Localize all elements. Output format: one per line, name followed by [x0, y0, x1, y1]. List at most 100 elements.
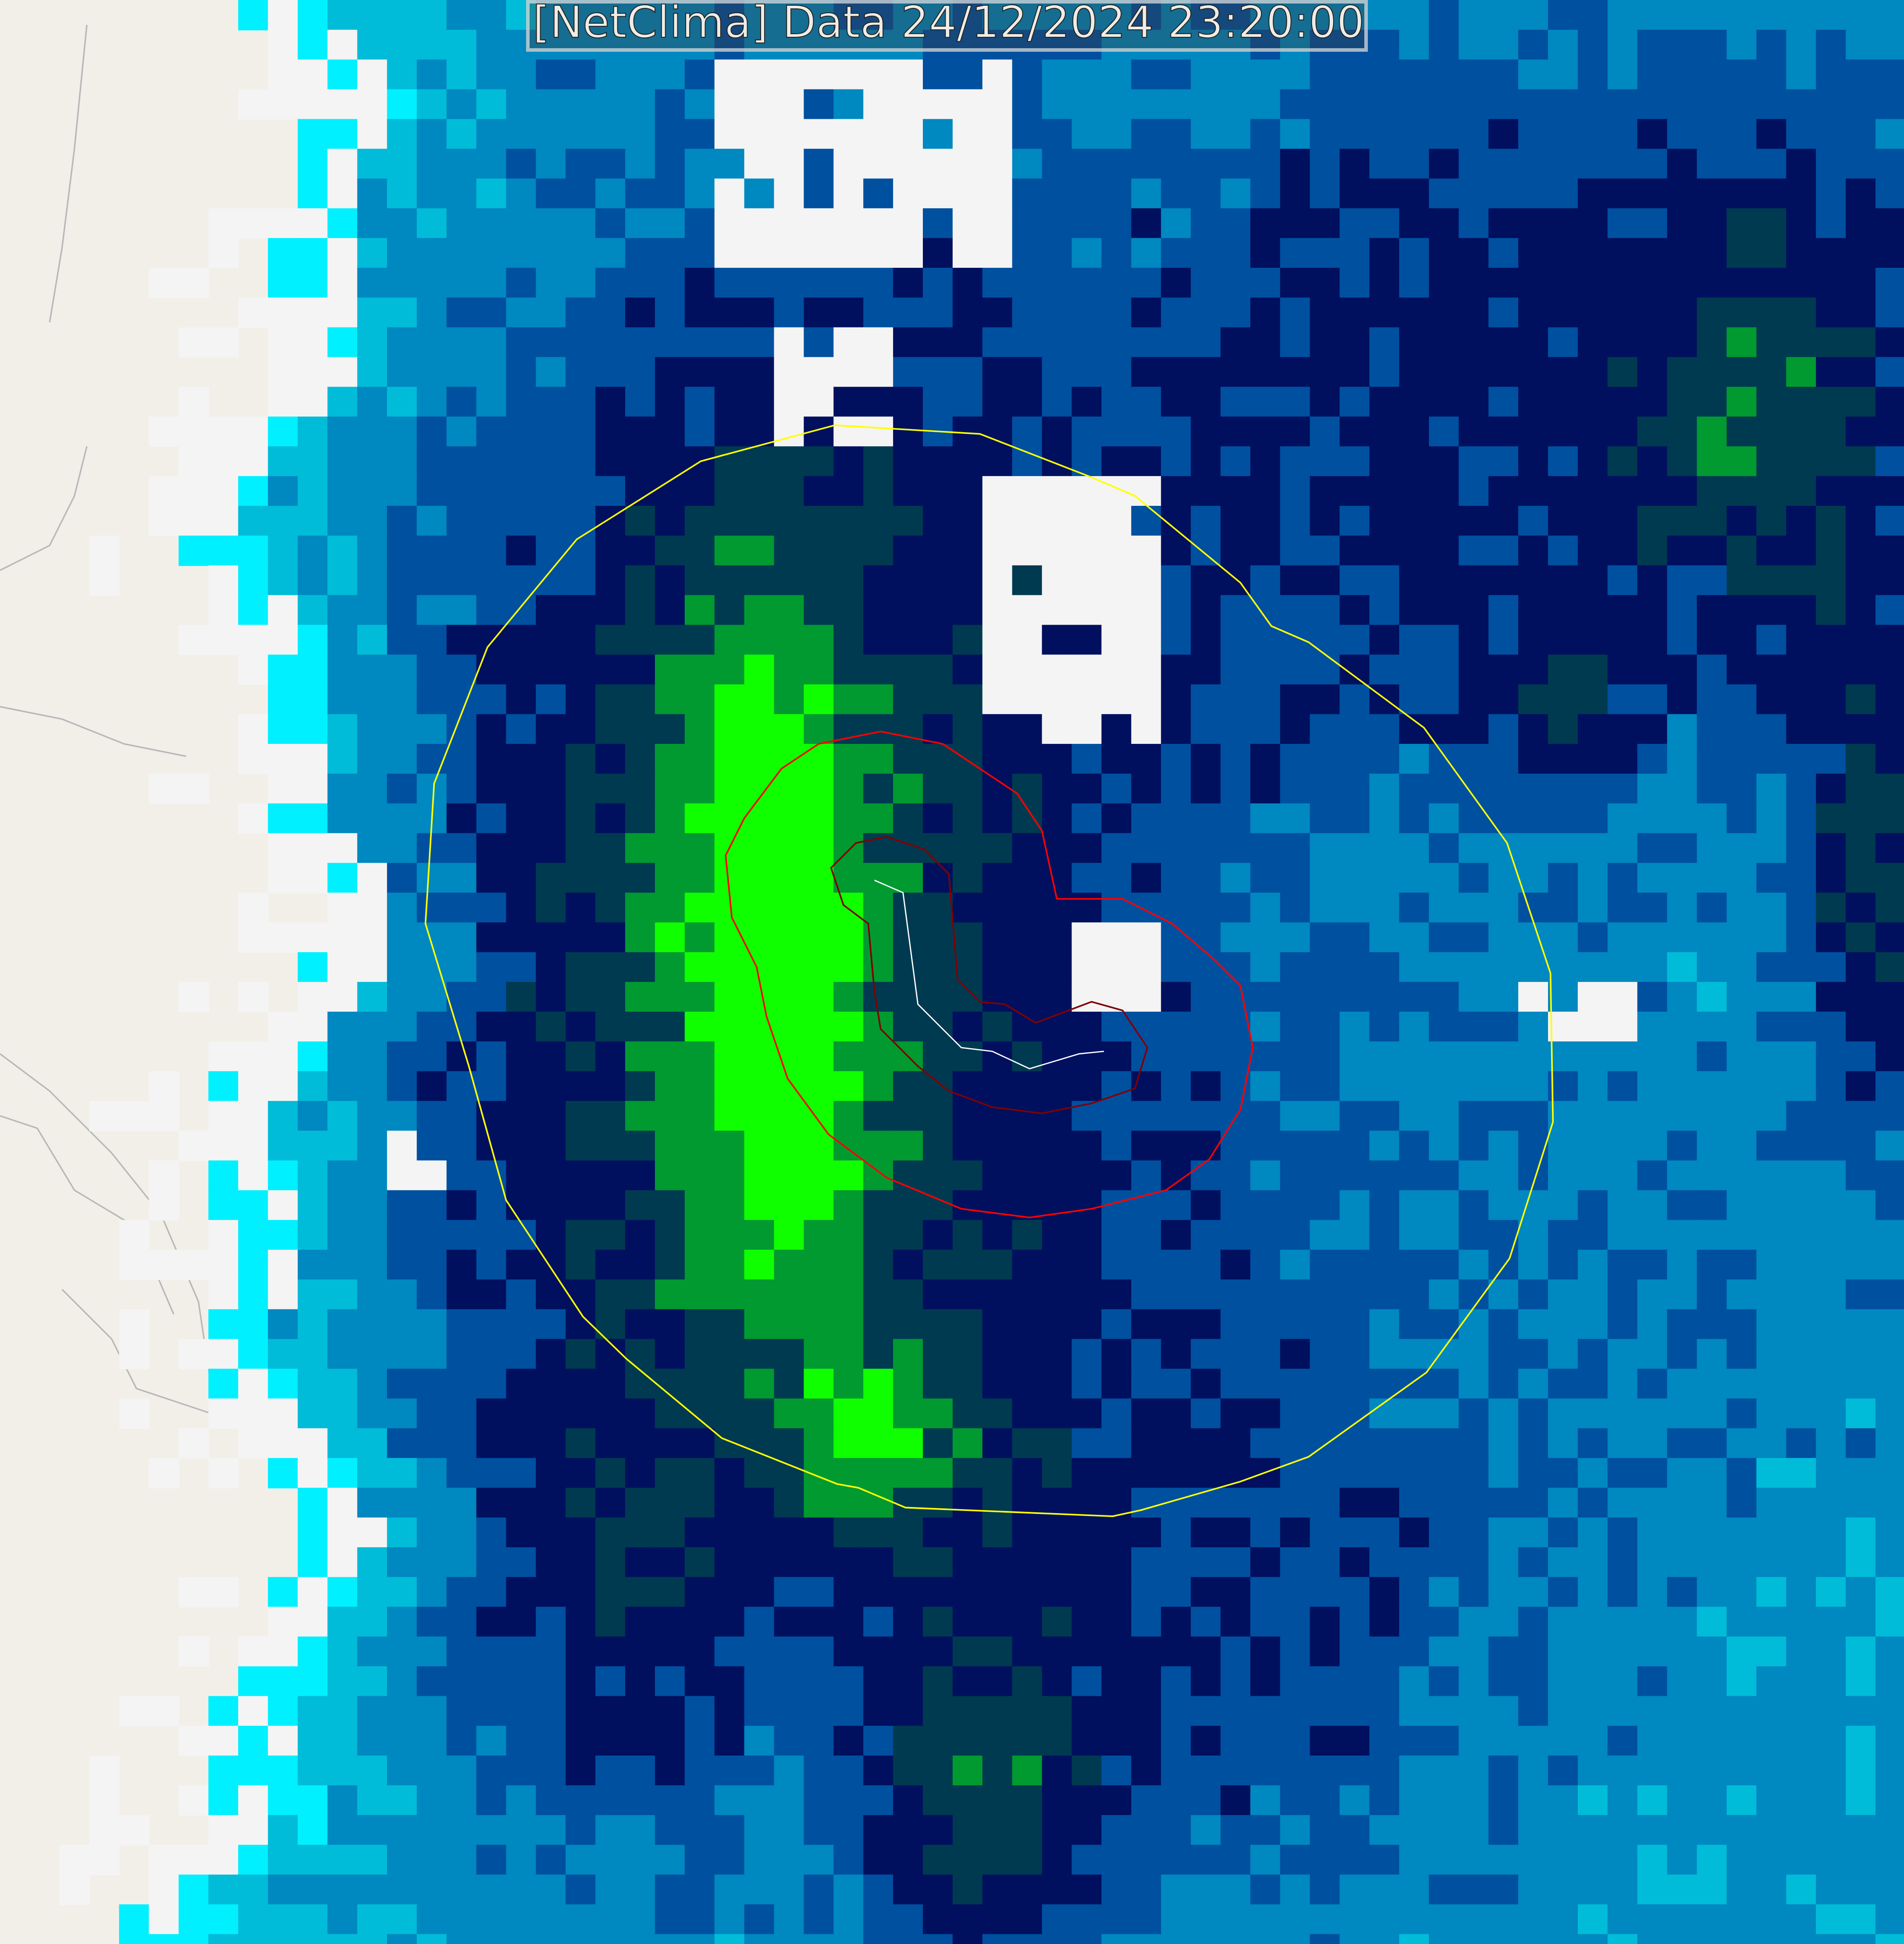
precip-cell	[357, 1041, 388, 1072]
precip-cell	[1488, 1756, 1519, 1786]
precip-cell	[1607, 654, 1638, 685]
precip-cell	[536, 714, 566, 745]
precip-cell	[893, 1547, 924, 1578]
precip-cell	[952, 1518, 983, 1548]
precip-cell	[1131, 773, 1162, 804]
precip-cell	[1726, 803, 1757, 834]
precip-cell	[1488, 238, 1519, 269]
precip-cell	[1697, 327, 1727, 358]
precip-cell	[1518, 29, 1549, 60]
precip-cell	[357, 446, 388, 477]
precip-cell	[1369, 1458, 1400, 1489]
precip-cell	[1875, 1666, 1904, 1697]
precip-cell	[1667, 506, 1698, 537]
precip-cell	[387, 1666, 418, 1697]
precip-cell	[1399, 833, 1430, 864]
precip-cell	[863, 506, 894, 537]
precip-cell	[536, 1428, 566, 1459]
precip-cell	[1637, 1518, 1668, 1548]
precip-cell	[1399, 1130, 1430, 1161]
precip-cell	[1369, 89, 1400, 120]
precip-cell	[1697, 1547, 1727, 1578]
precip-cell	[1786, 1190, 1817, 1221]
precip-cell	[774, 1696, 804, 1727]
precip-cell	[178, 327, 209, 358]
precip-cell	[1846, 327, 1876, 358]
precip-cell	[1071, 1636, 1102, 1667]
precip-cell	[1697, 1130, 1727, 1161]
precip-cell	[714, 59, 745, 90]
precip-cell	[566, 506, 596, 537]
precip-cell	[1369, 1934, 1400, 1944]
precip-cell	[1131, 1606, 1162, 1637]
precip-cell	[566, 446, 596, 477]
precip-cell	[655, 1577, 686, 1608]
precip-cell	[1369, 1130, 1400, 1161]
precip-cell	[1518, 1666, 1549, 1697]
precip-cell	[238, 892, 269, 923]
precip-cell	[149, 1101, 179, 1131]
precip-cell	[1012, 863, 1043, 893]
precip-cell	[1191, 297, 1221, 328]
precip-cell	[1221, 119, 1251, 149]
precip-cell	[1042, 1577, 1072, 1608]
precip-cell	[1221, 1398, 1251, 1429]
precip-cell	[1429, 238, 1459, 269]
precip-cell	[1399, 1934, 1430, 1944]
precip-cell	[1101, 833, 1132, 864]
precip-cell	[1726, 833, 1757, 864]
precip-cell	[1071, 654, 1102, 685]
precip-cell	[833, 1726, 864, 1756]
precip-cell	[863, 1696, 894, 1727]
precip-cell	[1071, 773, 1102, 804]
precip-cell	[1697, 1518, 1727, 1548]
precip-cell	[982, 1756, 1013, 1786]
precip-cell	[1816, 1071, 1847, 1102]
precip-cell	[298, 1160, 328, 1191]
precip-cell	[744, 1428, 775, 1459]
precip-cell	[1280, 863, 1311, 893]
precip-cell	[1071, 506, 1102, 537]
precip-cell	[804, 1547, 834, 1578]
precip-cell	[1339, 357, 1370, 387]
precip-cell	[1280, 625, 1311, 655]
precip-cell	[1459, 1368, 1489, 1399]
precip-cell	[1637, 1606, 1668, 1637]
precip-cell	[416, 1012, 447, 1042]
precip-cell	[1012, 1130, 1043, 1161]
precip-cell	[357, 922, 388, 953]
precip-cell	[804, 506, 834, 537]
precip-cell	[1250, 1606, 1281, 1637]
precip-cell	[1042, 1934, 1072, 1944]
precip-cell	[1548, 267, 1579, 299]
precip-cell	[536, 684, 566, 715]
precip-cell	[238, 744, 269, 775]
precip-cell	[655, 1815, 686, 1846]
precip-cell	[625, 327, 656, 358]
precip-cell	[774, 149, 804, 179]
precip-cell	[684, 267, 715, 299]
precip-cell	[238, 1190, 269, 1221]
precip-cell	[923, 863, 954, 893]
precip-cell	[714, 1130, 745, 1161]
precip-cell	[1786, 1785, 1817, 1816]
precip-cell	[1518, 506, 1549, 537]
precip-cell	[1577, 446, 1609, 477]
precip-cell	[1697, 357, 1727, 387]
precip-cell	[1399, 387, 1430, 417]
precip-cell	[1548, 714, 1579, 745]
precip-cell	[1548, 744, 1579, 775]
precip-cell	[1846, 833, 1876, 864]
precip-cell	[1875, 297, 1904, 328]
precip-cell	[863, 89, 894, 120]
precip-cell	[416, 1220, 447, 1251]
precip-cell	[655, 1547, 686, 1578]
precip-cell	[923, 1428, 954, 1459]
precip-cell	[476, 446, 507, 477]
precip-cell	[1429, 1726, 1459, 1756]
precip-cell	[1131, 387, 1162, 417]
precip-cell	[1369, 1250, 1400, 1280]
precip-cell	[536, 1874, 566, 1905]
precip-cell	[1786, 238, 1817, 269]
